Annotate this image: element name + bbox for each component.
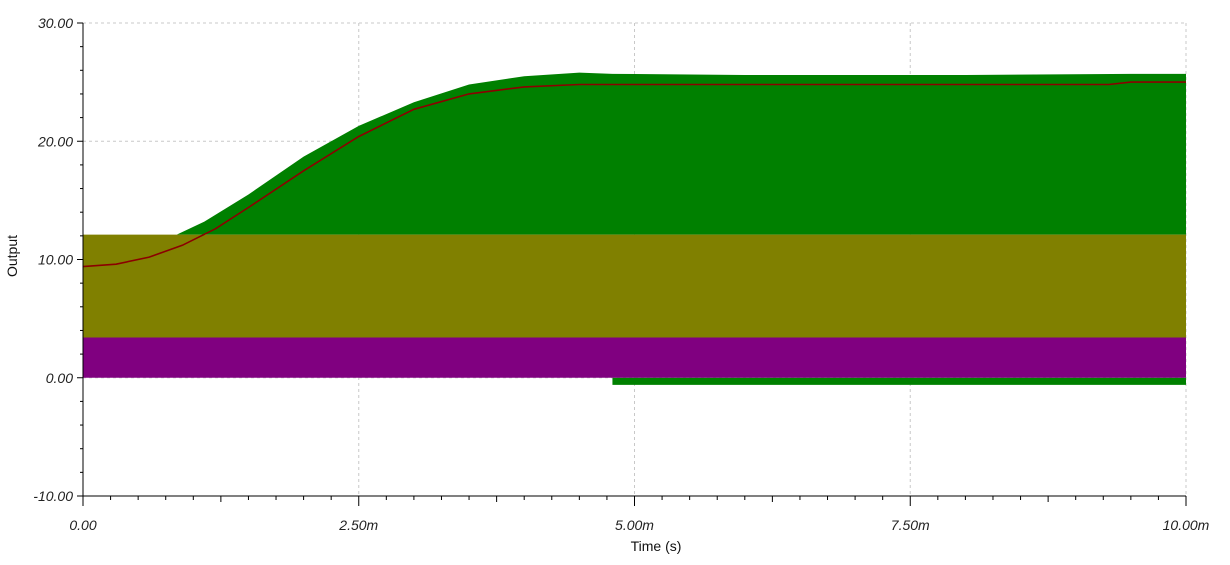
band-area-2 (612, 377, 1186, 385)
series-lines (82, 81, 1186, 268)
band-area-1 (176, 72, 1186, 235)
band-area-4 (83, 337, 1186, 378)
y-tick-label: 30.00 (38, 15, 73, 31)
axes: -10.00 0.00 10.00 20.00 30.00 0.00 2.50m 5.00m 7… (33, 15, 1209, 533)
y-tick-label: -10.00 (33, 488, 73, 504)
band-areas (83, 72, 1186, 385)
x-axis-title: Time (s) (631, 538, 682, 554)
x-tick-label: 10.00m (1163, 517, 1210, 533)
x-tick-label: 5.00m (615, 517, 654, 533)
y-axis-title: Output (4, 235, 20, 277)
y-tick-label: 20.00 (37, 133, 73, 149)
x-tick-label: 0.00 (69, 517, 96, 533)
y-tick-label: 0.00 (46, 370, 73, 386)
y-tick-label: 10.00 (38, 252, 73, 268)
series-line-1 (82, 81, 1186, 268)
band-area-3 (83, 234, 1186, 338)
x-tick-label: 2.50m (338, 517, 378, 533)
x-tick-label: 7.50m (891, 517, 930, 533)
